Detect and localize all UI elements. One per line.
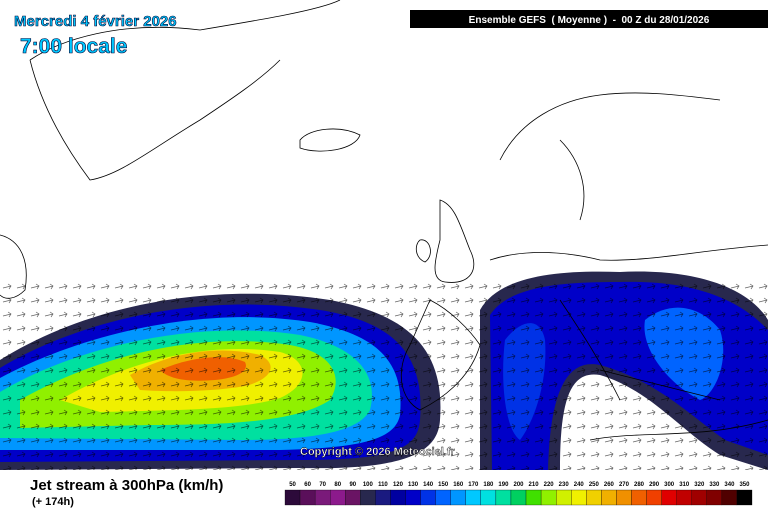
colorbar-swatch	[510, 489, 527, 506]
colorbar-tick-label: 220	[544, 482, 555, 488]
colorbar-tick-label: 290	[649, 482, 660, 488]
legend-label: Jet stream à 300hPa (km/h)	[30, 477, 223, 494]
colorbar-tick-label: 310	[679, 482, 690, 488]
colorbar-tick-label: 90	[349, 482, 356, 488]
colorbar-tick-label: 320	[694, 482, 705, 488]
colorbar-tick-label: 140	[423, 482, 434, 488]
title-time: 7:00 locale	[20, 35, 127, 58]
colorbar-swatch	[736, 489, 753, 506]
colorbar-swatch	[450, 489, 466, 506]
colorbar-swatch	[284, 489, 301, 506]
colorbar-tick-label: 170	[468, 482, 479, 488]
wind-arrows	[0, 280, 768, 470]
colorbar-tick-label: 50	[289, 482, 296, 488]
colorbar-swatch	[586, 489, 602, 506]
colorbar-swatch	[420, 489, 436, 506]
colorbar-tick-label: 340	[724, 482, 735, 488]
colorbar-tick-label: 330	[709, 482, 720, 488]
header: Ensemble GEFS ( Moyenne ) - 00 Z du 28/0…	[469, 15, 710, 26]
colorbar-swatch	[314, 489, 331, 506]
colorbar-swatch	[435, 489, 451, 506]
colorbar-tick-label: 300	[664, 482, 675, 488]
colorbar-swatch	[405, 489, 421, 506]
title-date: Mercredi 4 février 2026	[14, 13, 177, 30]
colorbar-swatch	[480, 489, 497, 506]
colorbar-tick-label: 250	[589, 482, 600, 488]
colorbar-tick-label: 350	[739, 482, 750, 488]
colorbar-tick-label: 130	[408, 482, 419, 488]
colorbar-swatch	[721, 489, 738, 506]
colorbar-swatch	[706, 489, 723, 506]
colorbar-tick-label: 260	[604, 482, 615, 488]
colorbar-swatch	[616, 489, 632, 506]
colorbar-swatch	[661, 489, 677, 506]
colorbar-tick-label: 60	[304, 482, 311, 488]
colorbar-swatch	[646, 489, 662, 506]
colorbar-tick-label: 210	[529, 482, 540, 488]
colorbar-swatch	[375, 489, 391, 506]
colorbar-swatch	[691, 489, 707, 506]
legend-lead: (+ 174h)	[32, 496, 74, 508]
header-box	[410, 10, 768, 28]
colorbar-tick-label: 100	[363, 482, 374, 488]
colorbar-swatch	[540, 489, 557, 506]
colorbar-tick-label: 110	[378, 482, 388, 488]
colorbar-tick-label: 70	[319, 482, 326, 488]
colorbar-swatch	[571, 489, 587, 506]
colorbar-swatch	[556, 489, 572, 506]
colorbar-swatch	[601, 489, 617, 506]
colorbar-swatch	[631, 489, 647, 506]
copyright: Copyright © 2026 Meteociel.fr	[300, 446, 456, 458]
colorbar: 50 60 70 80 90 100 110 120 130 140 150 160 170 180 190…	[284, 482, 753, 506]
colorbar-tick-label: 280	[634, 482, 645, 488]
colorbar-swatch	[299, 489, 316, 506]
coastlines	[0, 0, 768, 441]
colorbar-swatch	[495, 489, 512, 506]
colorbar-tick-label: 160	[453, 482, 464, 488]
title: Mercredi 4 février 2026 7:00 locale	[14, 13, 177, 59]
colorbar-tick-label: 80	[334, 482, 341, 488]
colorbar-swatch	[676, 489, 692, 506]
colorbar-tick-label: 150	[438, 482, 449, 488]
colorbar-tick-label: 190	[498, 482, 509, 488]
colorbar-tick-label: 200	[513, 482, 524, 488]
colorbar-swatch	[465, 489, 481, 506]
colorbar-tick-label: 270	[619, 482, 630, 488]
colorbar-swatch	[345, 489, 361, 506]
colorbar-swatch	[360, 489, 376, 506]
colorbar-tick-label: 120	[393, 482, 404, 488]
colorbar-tick-label: 230	[559, 482, 570, 488]
colorbar-tick-label: 240	[574, 482, 585, 488]
colorbar-tick-label: 180	[483, 482, 494, 488]
colorbar-swatch	[390, 489, 406, 506]
colorbar-swatch	[525, 489, 542, 506]
colorbar-swatch	[330, 489, 346, 506]
